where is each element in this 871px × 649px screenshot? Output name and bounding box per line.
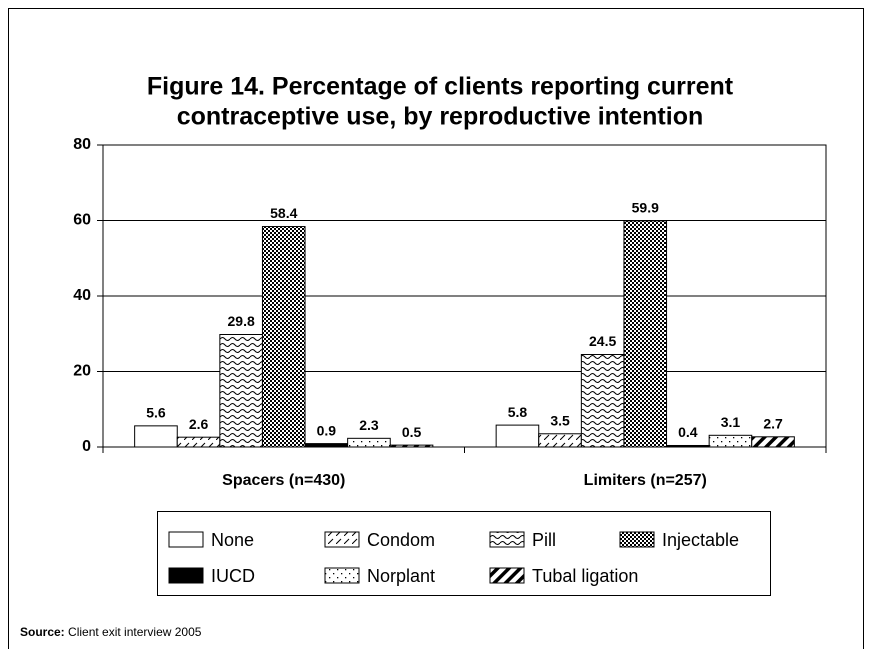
value-label: 0.4 [678, 424, 698, 440]
value-label: 58.4 [270, 205, 297, 221]
y-tick-label: 0 [82, 438, 91, 455]
legend-label: None [211, 530, 254, 550]
legend-label: Norplant [367, 566, 435, 586]
source-text: Client exit interview 2005 [68, 625, 202, 639]
legend-swatch [168, 531, 204, 548]
bar [304, 443, 349, 448]
value-label: 3.1 [721, 414, 741, 430]
bar [389, 444, 434, 448]
bar [134, 425, 178, 448]
source: Source: Client exit interview 2005 [20, 625, 202, 639]
y-tick-label: 80 [73, 136, 91, 153]
legend-swatch [324, 531, 360, 548]
bar [347, 437, 391, 448]
value-label: 5.6 [146, 405, 166, 421]
bar [580, 354, 625, 448]
legend-swatch [168, 567, 204, 584]
frame [8, 8, 864, 649]
value-label: 2.6 [189, 416, 209, 432]
legend-swatch [619, 531, 655, 548]
value-label: 0.9 [317, 422, 337, 438]
value-label: 24.5 [589, 333, 616, 349]
source-label: Source: [20, 625, 65, 639]
bar [176, 436, 221, 448]
legend-swatch [489, 531, 525, 548]
legend-swatch [324, 567, 360, 584]
chart-title: Figure 14. Percentage of clients reporti… [147, 73, 734, 101]
value-label: 3.5 [550, 412, 570, 428]
bar [708, 434, 753, 448]
bar [538, 433, 582, 448]
value-label: 59.9 [632, 200, 659, 216]
chart-title: contraceptive use, by reproductive inten… [177, 103, 704, 131]
bar [219, 334, 263, 448]
value-label: 2.3 [359, 417, 379, 433]
bar [623, 220, 668, 448]
value-label: 2.7 [763, 416, 783, 432]
legend-label: Pill [532, 530, 556, 550]
legend-label: IUCD [211, 566, 255, 586]
y-tick-label: 40 [73, 287, 91, 304]
bar [666, 444, 710, 448]
value-label: 0.5 [402, 424, 422, 440]
legend-label: Condom [367, 530, 435, 550]
y-tick-label: 20 [73, 363, 91, 380]
value-label: 5.8 [508, 404, 528, 420]
legend-label: Injectable [662, 530, 739, 550]
value-label: 29.8 [228, 313, 255, 329]
bar [751, 436, 795, 448]
y-tick-label: 60 [73, 212, 91, 229]
legend-swatch [489, 567, 525, 584]
bar [261, 226, 306, 448]
x-tick-label: Limiters (n=257) [584, 472, 707, 489]
bar [495, 424, 540, 448]
x-tick-label: Spacers (n=430) [222, 472, 345, 489]
legend-label: Tubal ligation [532, 566, 638, 586]
legend [157, 511, 771, 596]
